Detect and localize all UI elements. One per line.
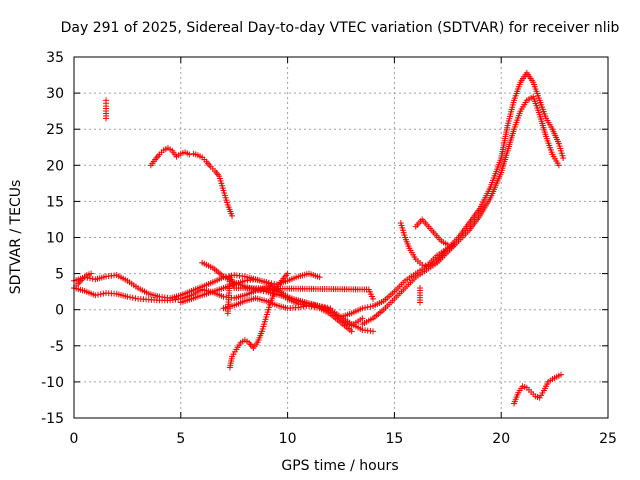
tick-labels: 0 5 10 15 20 25 -15 -10 -5 0 5 10 15 20 25 30 35 <box>41 50 617 447</box>
data-point <box>370 328 377 335</box>
data-point-interp <box>95 291 102 298</box>
x-axis-label: GPS time / hours <box>281 458 398 474</box>
data-point <box>103 97 110 104</box>
y-tick-label: 5 <box>55 267 64 283</box>
data-point <box>558 371 565 378</box>
data-point <box>417 285 424 292</box>
data-points <box>71 69 567 407</box>
data-point-interp <box>225 273 232 280</box>
data-point <box>186 151 193 158</box>
data-point <box>92 292 99 299</box>
data-point-interp <box>300 303 307 310</box>
data-point <box>295 304 302 311</box>
data-point <box>359 315 366 322</box>
y-tick-label: -15 <box>41 411 64 427</box>
y-tick-label: 30 <box>46 86 64 102</box>
y-axis-label: SDTVAR / TECUs <box>8 180 24 295</box>
y-tick-label: 10 <box>46 231 64 247</box>
data-point-interp <box>100 290 107 297</box>
axis-ticks <box>73 56 609 419</box>
data-point <box>284 270 291 277</box>
data-point <box>451 241 458 248</box>
x-tick-label: 15 <box>385 431 403 447</box>
y-tick-label: -5 <box>50 339 64 355</box>
data-point <box>555 162 562 169</box>
data-point-interp <box>422 262 429 269</box>
data-point <box>124 293 131 300</box>
data-point <box>316 274 323 281</box>
data-point-interp <box>364 304 371 311</box>
y-tick-label: 25 <box>46 122 64 138</box>
data-point-interp <box>303 302 310 309</box>
data-point-interp <box>87 275 94 282</box>
x-tick-label: 10 <box>279 431 297 447</box>
data-point <box>229 212 236 219</box>
data-point-interp <box>127 294 134 301</box>
data-point-interp <box>132 295 139 302</box>
x-tick-label: 20 <box>492 431 510 447</box>
data-point-interp <box>297 303 304 310</box>
chart-title: Day 291 of 2025, Sidereal Day-to-day VTE… <box>61 20 620 36</box>
data-point <box>348 328 355 335</box>
y-tick-label: 20 <box>46 158 64 174</box>
data-point <box>419 261 426 268</box>
data-point <box>88 270 95 277</box>
y-tick-label: 35 <box>46 50 64 66</box>
data-point-interp <box>367 303 374 310</box>
data-point <box>560 155 567 162</box>
y-tick-label: 15 <box>46 194 64 210</box>
x-tick-label: 5 <box>176 431 185 447</box>
data-point <box>359 305 366 312</box>
data-point-interp <box>129 294 136 301</box>
y-tick-label: 0 <box>55 303 64 319</box>
data-point-interp <box>97 291 104 298</box>
y-tick-label: -10 <box>41 375 64 391</box>
data-point <box>370 295 377 302</box>
data-point <box>444 241 451 248</box>
x-tick-label: 25 <box>599 431 617 447</box>
data-point-interp <box>84 274 91 281</box>
data-point-interp <box>362 304 369 311</box>
x-tick-label: 0 <box>70 431 79 447</box>
